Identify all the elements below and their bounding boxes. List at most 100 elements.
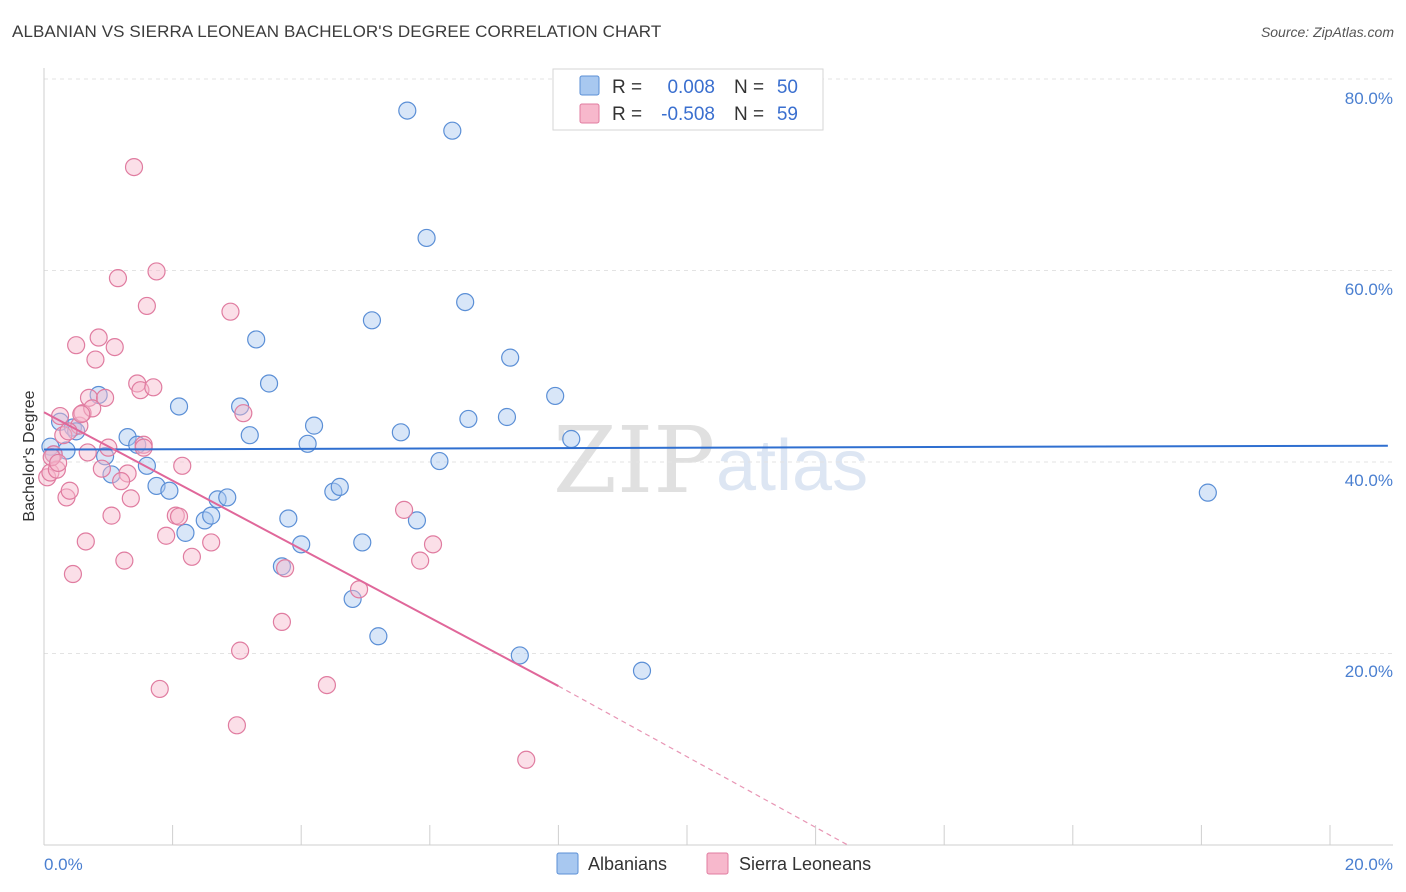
correlation-legend: R = 0.008 N = 50 R = -0.508 N = 59 bbox=[552, 68, 824, 131]
bottom-legend-sierra-leoneans: Sierra Leoneans bbox=[739, 854, 871, 874]
data-point bbox=[49, 453, 68, 473]
data-point bbox=[150, 679, 169, 699]
y-tick-label-80: 80.0% bbox=[1345, 89, 1393, 108]
watermark-atlas: atlas bbox=[716, 426, 868, 506]
y-tick-label-20: 20.0% bbox=[1345, 662, 1393, 681]
data-point bbox=[501, 348, 520, 367]
data-point bbox=[92, 459, 111, 478]
data-point bbox=[112, 472, 131, 491]
data-point bbox=[169, 397, 189, 416]
data-point bbox=[353, 533, 372, 552]
data-point bbox=[362, 311, 382, 330]
data-point bbox=[218, 488, 237, 507]
data-point bbox=[79, 388, 99, 407]
data-point bbox=[202, 533, 221, 552]
data-point bbox=[276, 559, 295, 578]
data-point bbox=[234, 404, 253, 423]
bottom-legend-swatch-sierra-leoneans bbox=[706, 852, 729, 875]
series-albanians bbox=[41, 101, 1217, 680]
data-point bbox=[105, 338, 124, 357]
legend-n-value-albanians: 50 bbox=[777, 77, 798, 98]
axes bbox=[43, 68, 1393, 846]
legend-r-value-albanians: 0.008 bbox=[667, 77, 715, 98]
data-point bbox=[67, 336, 86, 355]
data-point bbox=[423, 535, 443, 554]
data-point bbox=[121, 489, 140, 508]
data-point bbox=[497, 407, 517, 427]
bottom-legend-swatch-albanians bbox=[556, 852, 579, 875]
trend-line-sierra-leoneans-extension bbox=[558, 685, 849, 846]
legend-r-label-1: R = bbox=[612, 77, 642, 98]
y-axis-title: Bachelor's Degree bbox=[21, 390, 38, 521]
data-point bbox=[430, 451, 449, 471]
series-sierra-leoneans bbox=[38, 157, 536, 769]
data-point bbox=[102, 506, 121, 525]
data-point bbox=[562, 429, 581, 449]
data-point bbox=[63, 564, 83, 584]
data-point bbox=[456, 292, 475, 312]
data-point bbox=[95, 388, 115, 407]
data-point bbox=[134, 438, 153, 457]
chart-title: ALBANIAN VS SIERRA LEONEAN BACHELOR'S DE… bbox=[12, 22, 662, 41]
data-point bbox=[304, 416, 324, 435]
data-point bbox=[407, 511, 427, 530]
legend-n-label-2: N = bbox=[734, 104, 764, 125]
data-point bbox=[517, 750, 536, 769]
trend-line-albanians bbox=[43, 444, 1388, 451]
data-point bbox=[89, 328, 108, 347]
trend-lines bbox=[43, 411, 1388, 846]
data-point bbox=[73, 404, 92, 423]
watermark-zip: ZIP bbox=[553, 407, 715, 514]
y-tick-label-40: 40.0% bbox=[1345, 471, 1393, 490]
data-point bbox=[510, 646, 529, 665]
data-point bbox=[169, 507, 189, 526]
grid bbox=[44, 78, 1393, 654]
data-point bbox=[369, 627, 388, 646]
data-point bbox=[137, 296, 156, 316]
data-point bbox=[83, 399, 102, 418]
data-point bbox=[398, 101, 417, 120]
data-point bbox=[99, 438, 118, 457]
data-point bbox=[173, 456, 192, 475]
data-point bbox=[157, 526, 176, 545]
data-point bbox=[124, 157, 144, 177]
data-point bbox=[443, 121, 462, 140]
data-point bbox=[240, 426, 259, 445]
data-point bbox=[632, 661, 652, 680]
data-point bbox=[272, 557, 292, 576]
data-point bbox=[147, 262, 166, 281]
data-point bbox=[459, 409, 478, 429]
data-point bbox=[160, 481, 179, 500]
data-point bbox=[76, 532, 95, 551]
data-point bbox=[115, 551, 134, 570]
data-point bbox=[259, 374, 279, 393]
data-point bbox=[343, 589, 362, 609]
data-point bbox=[247, 330, 266, 349]
bottom-legend-albanians: Albanians bbox=[588, 854, 667, 874]
data-point bbox=[60, 481, 79, 500]
legend-n-value-sierra-leoneans: 59 bbox=[777, 104, 798, 125]
data-point bbox=[279, 509, 298, 528]
data-point bbox=[108, 269, 128, 288]
data-point bbox=[391, 423, 410, 442]
legend-swatch-sierra-leoneans bbox=[579, 103, 600, 124]
data-point bbox=[86, 350, 105, 369]
data-point bbox=[411, 551, 430, 570]
x-tick-label-min: 0.0% bbox=[44, 855, 83, 874]
data-point bbox=[231, 641, 250, 660]
data-point bbox=[118, 428, 137, 447]
data-point bbox=[102, 465, 121, 484]
data-point bbox=[417, 228, 436, 248]
data-point bbox=[317, 675, 337, 695]
y-tick-label-60: 60.0% bbox=[1345, 280, 1393, 299]
data-point bbox=[137, 456, 156, 475]
source-credit: Source: ZipAtlas.com bbox=[1260, 24, 1394, 40]
data-point bbox=[50, 406, 70, 426]
data-point bbox=[272, 612, 292, 632]
legend-r-label-2: R = bbox=[612, 104, 642, 125]
data-point bbox=[78, 443, 97, 462]
data-point bbox=[330, 477, 349, 496]
data-point bbox=[182, 547, 201, 566]
data-point bbox=[546, 386, 565, 406]
